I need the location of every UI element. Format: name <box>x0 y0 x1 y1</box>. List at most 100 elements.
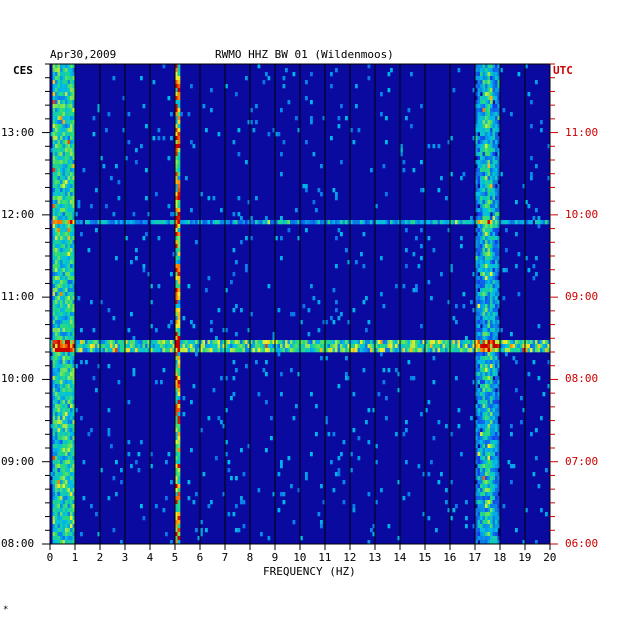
spectrogram-cell <box>225 376 228 381</box>
spectrogram-cell <box>492 208 496 213</box>
spectrogram-cell <box>477 508 481 513</box>
spectrogram-cell <box>482 144 486 149</box>
spectrogram-cell <box>67 184 71 189</box>
spectrogram-cell <box>482 376 486 381</box>
spectrogram-cell <box>62 312 66 317</box>
spectrogram-cell <box>490 416 493 421</box>
spectrogram-cell <box>220 348 223 353</box>
spectrogram-cell <box>70 104 73 109</box>
spectrogram-cell <box>492 124 496 129</box>
spectrogram-cell <box>135 344 138 349</box>
spectrogram-cell <box>117 220 121 225</box>
spectrogram-cell <box>460 236 463 241</box>
spectrogram-cell <box>250 236 253 241</box>
spectrogram-cell <box>495 288 498 293</box>
spectrogram-cell <box>190 348 193 353</box>
spectrogram-cell <box>252 340 256 345</box>
spectrogram-cell <box>55 156 58 161</box>
spectrogram-cell <box>492 272 496 277</box>
spectrogram-cell <box>490 112 493 117</box>
spectrogram-cell <box>65 100 68 105</box>
spectrogram-cell <box>212 348 216 353</box>
spectrogram-cell <box>175 104 178 109</box>
spectrogram-cell <box>485 468 488 473</box>
spectrogram-cell <box>70 400 73 405</box>
spectrogram-cell <box>55 184 58 189</box>
spectrogram-cell <box>490 264 493 269</box>
spectrogram-cell <box>475 340 478 345</box>
spectrogram-cell <box>62 156 66 161</box>
spectrogram-cell <box>55 312 58 317</box>
spectrogram-cell <box>57 524 61 529</box>
spectrogram-cell <box>372 344 376 349</box>
spectrogram-cell <box>485 380 488 385</box>
spectrogram-cell <box>475 152 478 157</box>
spectrogram-cell <box>257 488 261 493</box>
spectrogram-cell <box>175 208 178 213</box>
spectrogram-cell <box>475 160 478 165</box>
x-tick-label: 4 <box>146 551 154 564</box>
spectrogram-cell <box>492 304 496 309</box>
spectrogram-cell <box>492 428 496 433</box>
spectrogram-cell <box>297 236 301 241</box>
spectrogram-cell <box>507 460 511 465</box>
spectrogram-cell <box>500 348 503 353</box>
spectrogram-cell <box>57 100 61 105</box>
spectrogram-cell <box>495 212 498 217</box>
spectrogram-cell <box>497 360 501 365</box>
spectrogram-cell <box>197 220 201 225</box>
spectrogram-cell <box>472 348 476 353</box>
spectrogram-cell <box>485 344 488 349</box>
spectrogram-cell <box>465 348 468 353</box>
spectrogram-cell <box>57 104 61 109</box>
spectrogram-cell <box>495 92 498 97</box>
spectrogram-cell <box>297 340 301 345</box>
spectrogram-cell <box>482 336 486 341</box>
spectrogram-cell <box>62 148 66 153</box>
spectrogram-cell <box>55 172 58 177</box>
spectrogram-cell <box>487 272 491 277</box>
spectrogram-cell <box>477 424 481 429</box>
spectrogram-cell <box>542 348 546 353</box>
spectrogram-cell <box>475 436 478 441</box>
spectrogram-cell <box>492 408 496 413</box>
spectrogram-cell <box>522 408 526 413</box>
spectrogram-cell <box>70 332 73 337</box>
spectrogram-cell <box>475 208 478 213</box>
spectrogram-cell <box>345 372 348 377</box>
spectrogram-cell <box>470 216 473 221</box>
spectrogram-cell <box>380 344 383 349</box>
spectrogram-cell <box>67 400 71 405</box>
spectrogram-cell <box>175 220 178 225</box>
spectrogram-cell <box>495 480 498 485</box>
spectrogram-cell <box>177 500 181 505</box>
spectrogram-cell <box>57 400 61 405</box>
spectrogram-cell <box>52 112 56 117</box>
spectrogram-cell <box>530 344 533 349</box>
spectrogram-cell <box>487 524 491 529</box>
spectrogram-cell <box>312 220 316 225</box>
spectrogram-cell <box>482 360 486 365</box>
spectrogram-cell <box>175 424 178 429</box>
spectrogram-cell <box>65 372 68 377</box>
x-tick-label: 13 <box>368 551 382 564</box>
spectrogram-cell <box>55 140 58 145</box>
spectrogram-cell <box>227 468 231 473</box>
spectrogram-cell <box>497 204 501 209</box>
x-axis-label: FREQUENCY (HZ) <box>263 565 356 578</box>
spectrogram-cell <box>292 344 296 349</box>
spectrogram-cell <box>497 460 501 465</box>
spectrogram-cell <box>492 356 496 361</box>
spectrogram-cell <box>475 368 478 373</box>
spectrogram-cell <box>492 440 496 445</box>
spectrogram-cell <box>290 348 293 353</box>
spectrogram-cell <box>195 240 198 245</box>
spectrogram-cell <box>322 340 326 345</box>
spectrogram-cell <box>470 340 473 345</box>
spectrogram-cell <box>275 132 278 137</box>
spectrogram-cell <box>62 344 66 349</box>
spectrogram-cell <box>135 340 138 345</box>
spectrogram-cell <box>482 460 486 465</box>
spectrogram-cell <box>57 212 61 217</box>
spectrogram-cell <box>475 348 478 353</box>
